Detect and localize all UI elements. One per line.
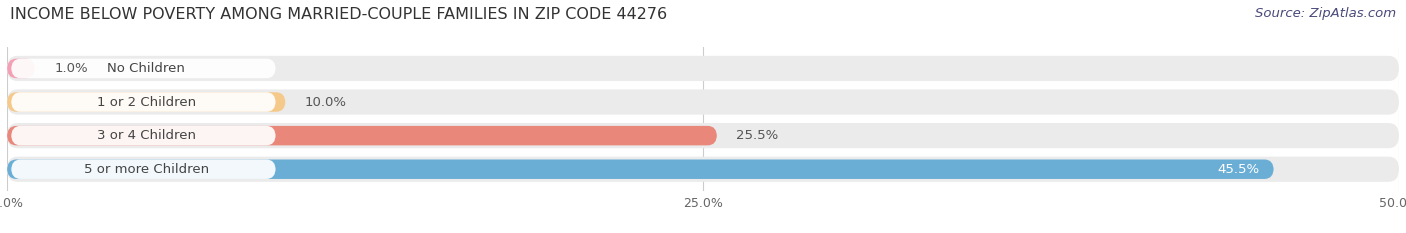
Text: 45.5%: 45.5%	[1218, 163, 1260, 176]
Text: Source: ZipAtlas.com: Source: ZipAtlas.com	[1256, 7, 1396, 20]
FancyBboxPatch shape	[7, 123, 1399, 148]
FancyBboxPatch shape	[11, 92, 276, 112]
FancyBboxPatch shape	[11, 59, 276, 78]
Text: 1 or 2 Children: 1 or 2 Children	[97, 96, 195, 109]
FancyBboxPatch shape	[7, 157, 1399, 182]
FancyBboxPatch shape	[7, 126, 717, 145]
Text: 10.0%: 10.0%	[305, 96, 347, 109]
Text: 1.0%: 1.0%	[55, 62, 89, 75]
FancyBboxPatch shape	[11, 126, 276, 145]
FancyBboxPatch shape	[7, 59, 35, 78]
Text: 25.5%: 25.5%	[737, 129, 779, 142]
Text: No Children: No Children	[107, 62, 186, 75]
FancyBboxPatch shape	[7, 56, 1399, 81]
FancyBboxPatch shape	[11, 159, 276, 179]
Text: INCOME BELOW POVERTY AMONG MARRIED-COUPLE FAMILIES IN ZIP CODE 44276: INCOME BELOW POVERTY AMONG MARRIED-COUPL…	[10, 7, 666, 22]
Text: 3 or 4 Children: 3 or 4 Children	[97, 129, 195, 142]
FancyBboxPatch shape	[7, 159, 1274, 179]
FancyBboxPatch shape	[7, 92, 285, 112]
Text: 5 or more Children: 5 or more Children	[84, 163, 208, 176]
FancyBboxPatch shape	[7, 89, 1399, 115]
